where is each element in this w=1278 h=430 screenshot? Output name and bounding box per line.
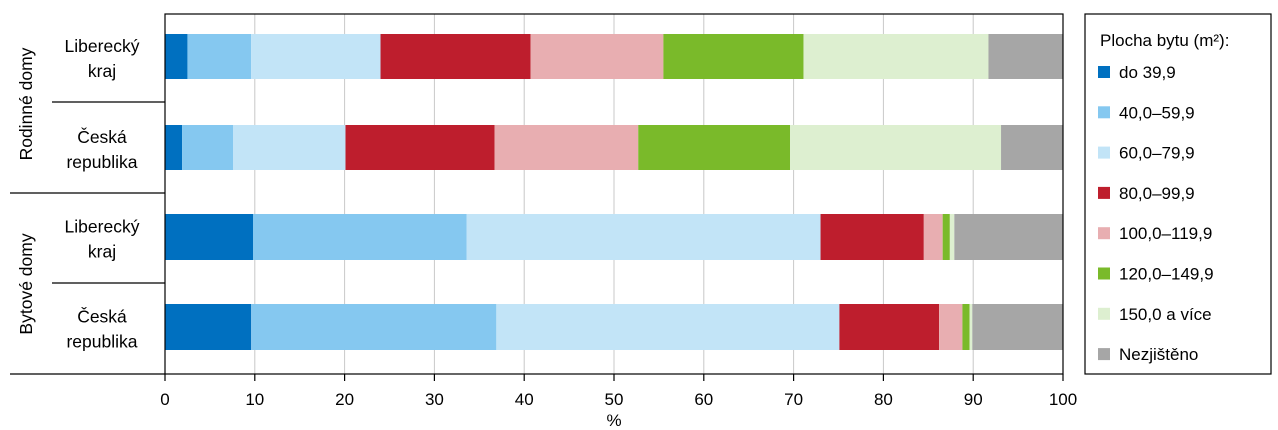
bar-segment bbox=[962, 304, 970, 350]
category-label: republika bbox=[66, 332, 137, 352]
category-label: Liberecký bbox=[65, 217, 140, 237]
bar-segment bbox=[972, 304, 1063, 350]
bar-segment bbox=[954, 214, 1063, 260]
legend-swatch bbox=[1098, 186, 1110, 199]
bar-segment bbox=[233, 125, 346, 170]
bar-segment bbox=[496, 304, 840, 350]
category-label: kraj bbox=[88, 242, 116, 262]
legend-label: 120,0–149,9 bbox=[1119, 265, 1214, 284]
bar-segment bbox=[182, 125, 234, 170]
bar-segment bbox=[949, 214, 955, 260]
x-axis-ticks: 0 10 20 30 40 50 60 70 80 90 100 bbox=[160, 374, 1077, 409]
tick-label: 60 bbox=[694, 390, 713, 409]
bar-segment bbox=[251, 304, 497, 350]
category-label: Česká bbox=[77, 126, 127, 147]
legend-label: 80,0–99,9 bbox=[1119, 184, 1195, 203]
bar-segment bbox=[820, 214, 924, 260]
category-label: kraj bbox=[88, 61, 116, 81]
bar-segment bbox=[1001, 125, 1063, 170]
tick-label: 100 bbox=[1049, 390, 1077, 409]
legend-swatch bbox=[1098, 66, 1110, 78]
bar-segment bbox=[466, 214, 821, 260]
legend-swatch bbox=[1098, 307, 1110, 320]
bar-segment bbox=[942, 214, 950, 260]
bar-segment bbox=[253, 214, 467, 260]
group-labels: Rodinné domy Bytové domy bbox=[16, 47, 36, 334]
tick-label: 0 bbox=[160, 390, 169, 409]
legend-label: do 39,9 bbox=[1119, 63, 1176, 82]
bar-segment bbox=[663, 34, 804, 79]
category-label: republika bbox=[66, 152, 137, 172]
tick-label: 20 bbox=[335, 390, 354, 409]
category-label: Česká bbox=[77, 306, 127, 327]
tick-label: 90 bbox=[964, 390, 983, 409]
bar-segment bbox=[165, 214, 254, 260]
bar-segment bbox=[530, 34, 664, 79]
legend-label: 60,0–79,9 bbox=[1119, 144, 1195, 163]
legend-label: 40,0–59,9 bbox=[1119, 103, 1195, 122]
legend: Plocha bytu (m²): do 39,9 40,0–59,9 60,0–79… bbox=[1084, 13, 1272, 375]
tick-label: 50 bbox=[605, 390, 624, 409]
category-label: Liberecký bbox=[65, 36, 140, 56]
legend-label: 100,0–119,9 bbox=[1119, 224, 1212, 243]
legend-label: Nezjištěno bbox=[1119, 345, 1198, 364]
category-labels: Liberecký kraj Česká republika Liberecký kraj… bbox=[65, 36, 140, 352]
legend-swatch bbox=[1098, 267, 1110, 280]
group-label: Rodinné domy bbox=[16, 47, 36, 160]
bar-segment bbox=[380, 34, 531, 79]
legend-swatch bbox=[1098, 348, 1110, 361]
legend-box bbox=[1084, 13, 1272, 375]
tick-label: 30 bbox=[425, 390, 444, 409]
bar-segment bbox=[969, 304, 973, 350]
bar-segment bbox=[187, 34, 252, 79]
bar-segment bbox=[165, 125, 183, 170]
legend-title: Plocha bytu (m²): bbox=[1100, 31, 1229, 50]
bar-segment bbox=[839, 304, 940, 350]
tick-label: 70 bbox=[784, 390, 803, 409]
bar-segment bbox=[165, 34, 188, 79]
legend-swatch bbox=[1098, 227, 1110, 240]
bar-segment bbox=[803, 34, 989, 79]
bar-segment bbox=[345, 125, 495, 170]
bar-segment bbox=[790, 125, 1002, 170]
legend-swatch bbox=[1098, 146, 1110, 159]
tick-label: 40 bbox=[515, 390, 534, 409]
legend-label: 150,0 a více bbox=[1119, 305, 1212, 324]
tick-label: 10 bbox=[245, 390, 264, 409]
bar-segment bbox=[923, 214, 943, 260]
x-axis-label: % bbox=[606, 411, 621, 430]
group-label: Bytové domy bbox=[16, 233, 36, 334]
bar-segments bbox=[165, 34, 1063, 350]
bar-segment bbox=[638, 125, 791, 170]
bar-segment bbox=[165, 304, 252, 350]
legend-swatch bbox=[1098, 106, 1110, 119]
bar-segment bbox=[494, 125, 639, 170]
tick-label: 80 bbox=[874, 390, 893, 409]
bar-segment bbox=[251, 34, 381, 79]
bar-segment bbox=[939, 304, 963, 350]
bar-segment bbox=[988, 34, 1063, 79]
